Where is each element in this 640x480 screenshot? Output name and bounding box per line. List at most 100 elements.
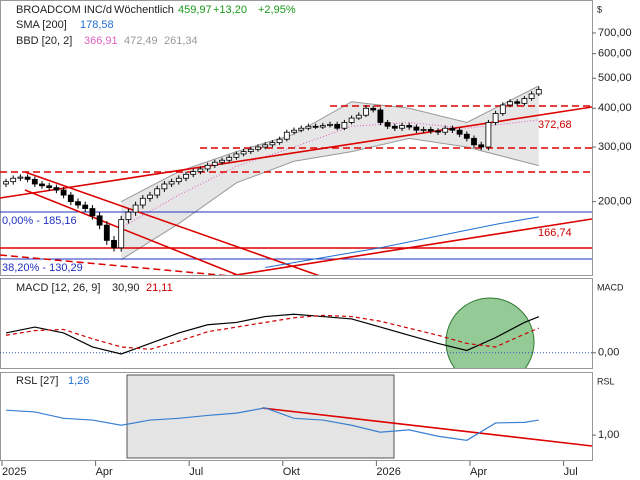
candle-body (96, 215, 103, 226)
rsl-title: RSL [27] (16, 375, 58, 387)
rsl-value: 1,26 (68, 375, 89, 387)
rsl-axis-label: RSL (597, 376, 615, 386)
candle-body (406, 125, 413, 128)
candle-body (204, 164, 211, 170)
candle-body (139, 197, 146, 206)
candle-body (341, 122, 348, 129)
candle-body (456, 129, 463, 135)
candle-body (391, 125, 398, 129)
candle-body (154, 188, 161, 196)
macd-frame (0, 278, 593, 369)
candle-body (226, 156, 233, 161)
candle-body (233, 153, 240, 158)
candle-body (327, 123, 333, 126)
candle-body (125, 211, 132, 221)
annotation: 38,20% - 130,29 (2, 262, 83, 274)
candle-body (67, 194, 74, 203)
macd-plot (0, 297, 592, 368)
candle-body (535, 89, 542, 95)
candle-body (53, 187, 60, 191)
candle-body (255, 146, 261, 150)
y-tick-label: 200,00 (598, 196, 632, 208)
legend: BROADCOM INC/d Wöchentlich 459,97 +13,20… (2, 1, 624, 387)
candle-body (247, 148, 254, 153)
x-tick-label: Jul (189, 466, 203, 478)
trend-line (231, 218, 592, 275)
macd-axis-label: MACD (597, 282, 624, 292)
candle-body (82, 204, 89, 209)
candle-body (370, 107, 377, 111)
candle-body (17, 176, 24, 179)
macd-title: MACD [12, 26, 9] (16, 282, 100, 294)
rsl-frame (0, 372, 593, 461)
highlight-box (126, 374, 395, 459)
candle-body (528, 93, 535, 99)
candle-body (442, 127, 449, 133)
candle-body (463, 133, 470, 139)
x-tick-label: Okt (283, 466, 300, 478)
y-tick-label: 600,00 (598, 48, 632, 60)
sma-label: SMA [200] (16, 19, 67, 31)
candle-body (111, 239, 117, 249)
candle-body (269, 142, 276, 146)
candle-body (449, 127, 456, 131)
candle-body (298, 127, 305, 131)
x-tick-label: Apr (96, 466, 113, 478)
rsl-plot (5, 374, 592, 459)
candle-body (283, 131, 290, 140)
candle-body (175, 177, 182, 183)
candle-body (377, 109, 384, 123)
candle-body (118, 219, 125, 249)
x-tick-label: Jul (564, 466, 578, 478)
candle-body (132, 204, 139, 213)
candle-body (471, 137, 477, 146)
symbol: BROADCOM INC/d (16, 4, 112, 16)
candle-body (183, 173, 189, 179)
candle-body (363, 107, 369, 116)
y-tick-label: 500,00 (598, 72, 632, 84)
candle-body (211, 161, 218, 166)
trend-line (24, 189, 240, 275)
bb-lower: 261,34 (164, 35, 198, 47)
candle-body (75, 201, 81, 206)
x-tick-label: 2026 (376, 466, 400, 478)
last-price: 459,97 (178, 4, 212, 16)
candle-body (435, 130, 441, 133)
series-line (5, 407, 539, 441)
candle-body (103, 224, 110, 241)
candle-body (485, 122, 492, 148)
macd-value: 30,90 (112, 282, 140, 294)
y-tick-label: 0,00 (598, 347, 619, 359)
candle-body (427, 128, 434, 132)
trend-line (24, 171, 320, 275)
candle-body (46, 185, 53, 188)
candle-body (161, 183, 168, 190)
candle-body (312, 125, 319, 128)
legend-bg (2, 1, 332, 51)
sma-value: 178,58 (80, 19, 114, 31)
trend-line (261, 407, 592, 447)
candle-body (240, 151, 247, 155)
main-plot (0, 85, 592, 275)
candle-body (3, 181, 9, 185)
candle-body (197, 168, 204, 172)
sma-line (265, 216, 539, 269)
annotation: 372,68 (538, 119, 572, 131)
candle-body (319, 125, 326, 128)
candle-body (348, 117, 355, 123)
candle-body (521, 98, 528, 104)
candle-body (10, 177, 17, 183)
y-tick-label: 300,00 (598, 141, 632, 153)
candle-body (514, 101, 521, 104)
bb-label: BBD [20, 2] (16, 35, 72, 47)
series-line (5, 314, 540, 350)
panel-frames (0, 0, 593, 461)
candle-body (89, 208, 96, 217)
candle-body (355, 114, 362, 119)
candle-body (399, 125, 405, 129)
trend-line (0, 254, 228, 275)
bollinger-fill (121, 85, 539, 260)
bollinger-lower (120, 137, 539, 261)
